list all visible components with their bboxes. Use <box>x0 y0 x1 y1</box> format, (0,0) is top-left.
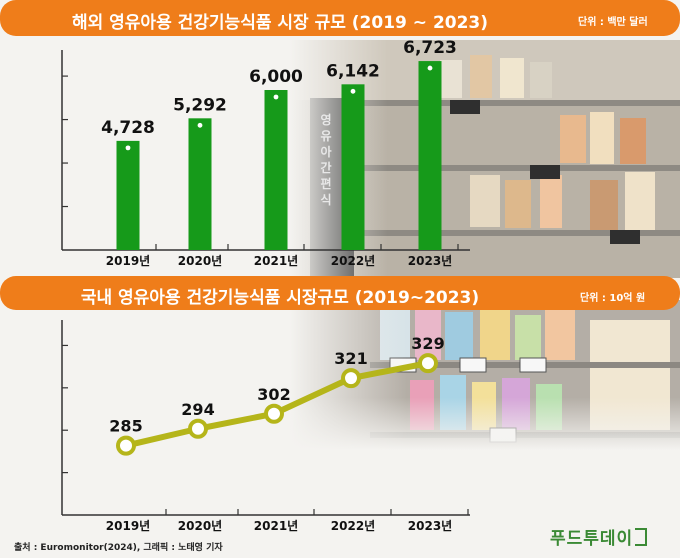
bottom-point-1 <box>116 435 136 456</box>
bottom-point-value-label-5: 329 <box>411 334 444 353</box>
top-bar-dot-3 <box>273 94 279 100</box>
top-bar-value-label-3: 6,000 <box>249 67 303 87</box>
top-bar-5 <box>418 61 442 250</box>
top-bar-value-label-4: 6,142 <box>326 61 380 81</box>
top-bar-4 <box>341 84 365 250</box>
bottom-chart-title: 국내 영유아용 건강기능식품 시장규모 (2019~2023) <box>80 288 480 308</box>
bottom-point-3 <box>264 403 284 424</box>
brand-logo: 푸드투데이 <box>550 524 648 549</box>
top-bar-dot-1 <box>125 145 131 151</box>
top-bar-1 <box>116 140 140 250</box>
bottom-chart-banner: 국내 영유아용 건강기능식품 시장규모 (2019~2023) 단위 : 10억… <box>0 276 680 310</box>
bottom-point-value-label-2: 294 <box>181 400 214 419</box>
bottom-point-value-label-1: 285 <box>109 417 142 436</box>
bottom-point-value-label-3: 302 <box>257 385 290 404</box>
top-x-tick-label-2: 2020년 <box>178 254 222 268</box>
top-chart-title: 해외 영유아용 건강기능식품 시장 규모 (2019 ~ 2023) <box>71 13 489 33</box>
top-x-tick-label-5: 2023년 <box>408 254 452 268</box>
top-x-tick-label-4: 2022년 <box>331 254 375 268</box>
brand-logo-text: 푸드투데이 <box>550 529 634 549</box>
bottom-x-tick-label-1: 2019년 <box>106 519 150 533</box>
bottom-point-5 <box>418 353 438 374</box>
top-bar-value-label-5: 6,723 <box>403 38 457 58</box>
top-bar-value-label-1: 4,728 <box>101 118 155 138</box>
top-chart-unit: 단위 : 백만 달러 <box>578 17 648 28</box>
top-bar-dot-2 <box>197 122 203 128</box>
bottom-point-2 <box>188 418 208 439</box>
top-chart-banner: 해외 영유아용 건강기능식품 시장 규모 (2019 ~ 2023) 단위 : … <box>0 0 680 36</box>
top-bar-2 <box>188 118 212 250</box>
top-bar-value-label-2: 5,292 <box>173 95 227 115</box>
top-bar-dot-4 <box>350 88 356 94</box>
bottom-x-tick-label-2: 2020년 <box>178 519 222 533</box>
bottom-x-tick-label-3: 2021년 <box>254 519 298 533</box>
top-bar-3 <box>264 90 288 250</box>
top-x-tick-label-3: 2021년 <box>254 254 298 268</box>
bottom-chart-unit: 단위 : 10억 원 <box>580 293 646 304</box>
bottom-x-tick-label-5: 2023년 <box>408 519 452 533</box>
source-caption: 출처 : Euromonitor(2024), 그래픽 : 노태영 기자 <box>14 543 223 553</box>
bottom-point-4 <box>341 368 361 389</box>
bottom-x-tick-label-4: 2022년 <box>331 519 375 533</box>
top-x-tick-label-1: 2019년 <box>106 254 150 268</box>
logo-mark-icon <box>635 528 648 546</box>
shelf-sign-text: 영유아간편식 <box>320 113 332 207</box>
top-bar-dot-5 <box>427 65 433 71</box>
bottom-point-value-label-4: 321 <box>334 349 367 368</box>
